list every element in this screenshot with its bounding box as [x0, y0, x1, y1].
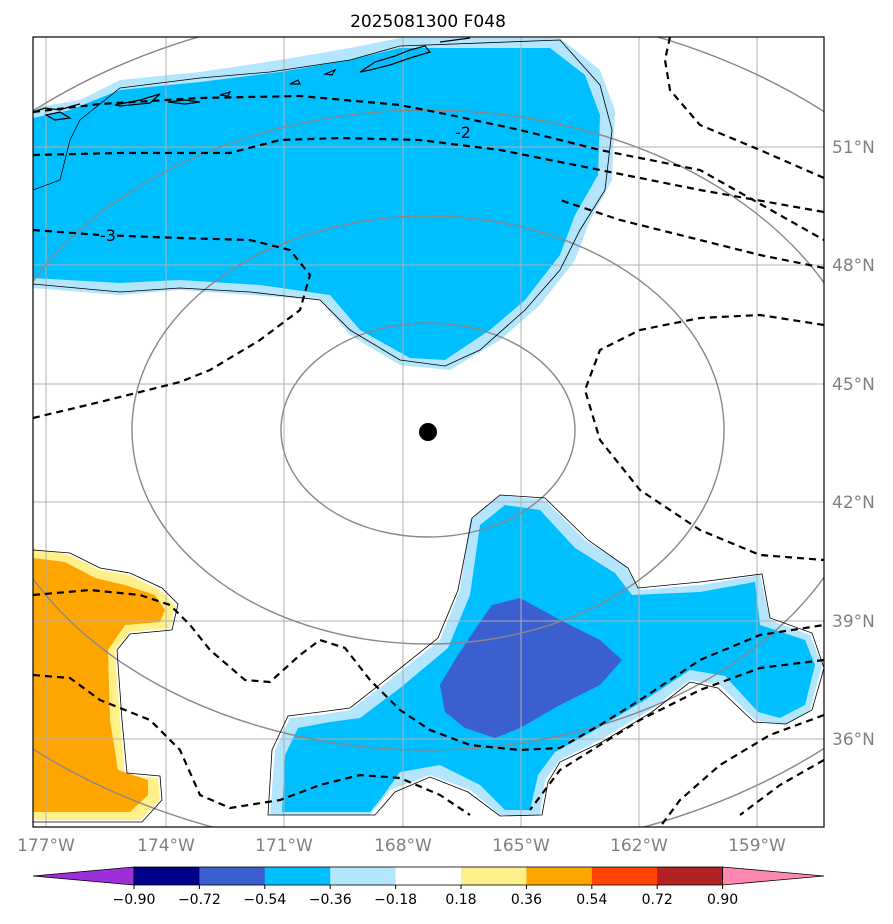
lat-label: 48°N — [832, 256, 875, 276]
lon-label: 165°W — [492, 836, 550, 856]
colorbar-segment — [395, 867, 462, 885]
map-frame — [32, 36, 825, 828]
map-area: -2 -3 — [33, 37, 824, 827]
lon-label: 162°W — [610, 836, 668, 856]
colorbar-tick-label: −0.90 — [113, 892, 156, 908]
colorbar-segment — [199, 867, 266, 885]
contour-label-minus2: -2 — [455, 123, 471, 142]
lon-labels: 177°W 174°W 171°W 168°W 165°W 162°W 159°… — [17, 836, 786, 856]
lat-label: 51°N — [832, 138, 875, 158]
colorbar: −0.90 −0.72 −0.54 −0.36 −0.18 0.18 0.36 0.54 0.7… — [32, 866, 825, 908]
colorbar-extend-high — [722, 866, 825, 886]
lat-label: 45°N — [832, 375, 875, 395]
colorbar-segment — [526, 867, 593, 885]
figure-title: 2025081300 F048 — [350, 12, 506, 32]
gridlines — [33, 37, 824, 827]
colorbar-tick-label: −0.72 — [178, 892, 221, 908]
lat-label: 39°N — [832, 612, 875, 632]
colorbar-tick-label: −0.36 — [309, 892, 352, 908]
lon-label: 159°W — [728, 836, 786, 856]
storm-center-marker — [419, 423, 437, 441]
colorbar-tick-label: −0.18 — [374, 892, 417, 908]
dashed-contours — [33, 37, 824, 827]
colorbar-segment — [330, 867, 397, 885]
lat-labels: 51°N 48°N 45°N 42°N 39°N 36°N — [832, 138, 875, 750]
colorbar-frame — [133, 866, 723, 886]
lat-label: 42°N — [832, 493, 875, 513]
colorbar-tick-label: 0.36 — [511, 892, 542, 908]
lon-label: 177°W — [17, 836, 75, 856]
anomaly-south-blue — [440, 598, 622, 738]
colorbar-extend-low — [32, 866, 135, 886]
colorbar-segment — [461, 867, 527, 885]
colorbar-tick-label: 0.54 — [576, 892, 607, 908]
colorbar-segment — [591, 867, 658, 885]
colorbar-tick-label: −0.54 — [243, 892, 286, 908]
coastlines — [33, 37, 471, 121]
lat-label: 36°N — [832, 730, 875, 750]
colorbar-tick-label: 0.18 — [445, 892, 476, 908]
colorbar-segment — [134, 867, 200, 885]
lon-label: 168°W — [374, 836, 432, 856]
lon-label: 171°W — [255, 836, 313, 856]
contour-label-minus3: -3 — [100, 226, 116, 245]
colorbar-segment — [264, 867, 331, 885]
colorbar-tick-label: 0.72 — [642, 892, 673, 908]
lon-label: 174°W — [137, 836, 195, 856]
colorbar-tick-label: 0.90 — [707, 892, 738, 908]
anomaly-outlines — [33, 39, 824, 823]
colorbar-segment — [657, 867, 724, 885]
